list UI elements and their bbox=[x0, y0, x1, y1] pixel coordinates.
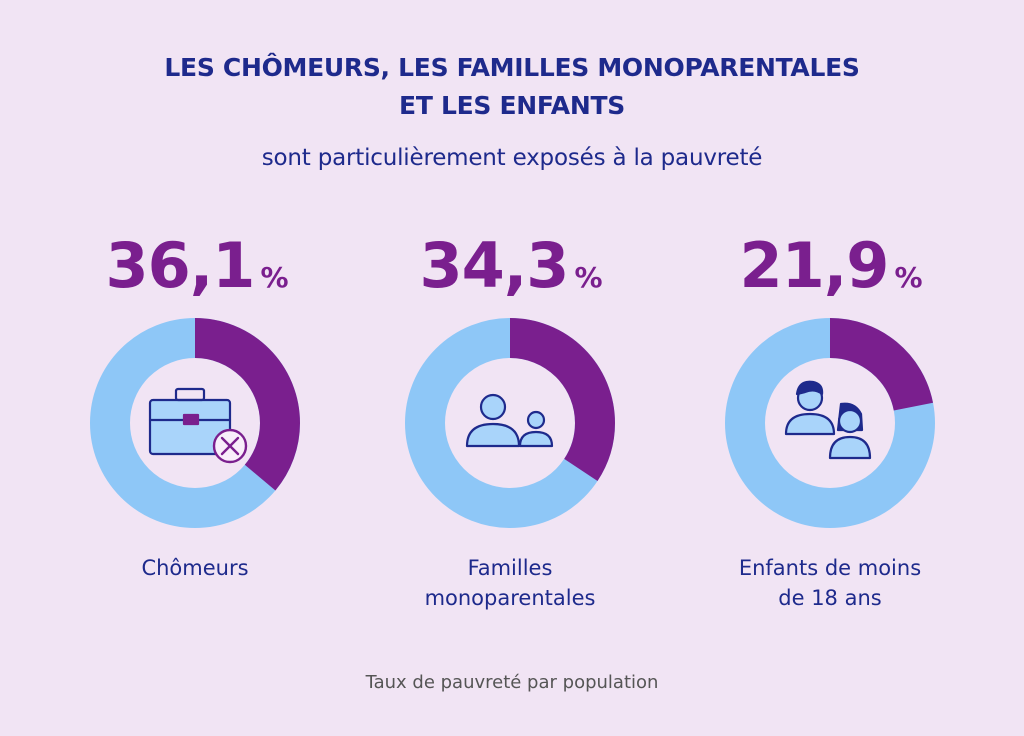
value-unit: % bbox=[894, 261, 923, 294]
label-line: Familles bbox=[467, 556, 553, 580]
value-unit: % bbox=[574, 261, 603, 294]
donut-slice bbox=[405, 318, 615, 528]
value-number: 36,1 bbox=[105, 229, 255, 302]
chart-title-line-1: LES CHÔMEURS, LES FAMILLES MONOPARENTALE… bbox=[164, 53, 860, 82]
chart-subtitle: sont particulièrement exposés à la pauvr… bbox=[261, 145, 763, 171]
briefcase-x-icon bbox=[148, 387, 248, 464]
value-label-familles: 34,3% bbox=[346, 226, 676, 306]
value-label-chomeurs: 36,1% bbox=[32, 226, 362, 306]
donut-enfants bbox=[725, 318, 935, 528]
value-label-enfants: 21,9% bbox=[666, 226, 996, 306]
parent-child-icon bbox=[465, 393, 554, 448]
donut-chomeurs bbox=[90, 318, 300, 528]
donut-slice bbox=[725, 318, 935, 528]
category-label-chomeurs: Chômeurs bbox=[45, 553, 345, 583]
label-line: de 18 ans bbox=[778, 586, 882, 610]
label-line: Enfants de moins bbox=[738, 556, 922, 580]
label-line: monoparentales bbox=[424, 586, 596, 610]
chart-footnote: Taux de pauvreté par population bbox=[365, 672, 659, 693]
chart-title-line-2: ET LES ENFANTS bbox=[399, 91, 625, 120]
donut-familles bbox=[405, 318, 615, 528]
donut-chart-enfants bbox=[725, 318, 935, 528]
children-icon bbox=[784, 380, 872, 460]
value-unit: % bbox=[260, 261, 289, 294]
donut-slice bbox=[90, 318, 300, 528]
donut-chart-chomeurs bbox=[90, 318, 300, 528]
category-label-enfants: Enfants de moins de 18 ans bbox=[680, 553, 980, 613]
donut-chart-familles bbox=[405, 318, 615, 528]
value-number: 21,9 bbox=[739, 229, 889, 302]
category-label-familles: Familles monoparentales bbox=[360, 553, 660, 613]
value-number: 34,3 bbox=[419, 229, 569, 302]
label-line: Chômeurs bbox=[141, 556, 249, 580]
